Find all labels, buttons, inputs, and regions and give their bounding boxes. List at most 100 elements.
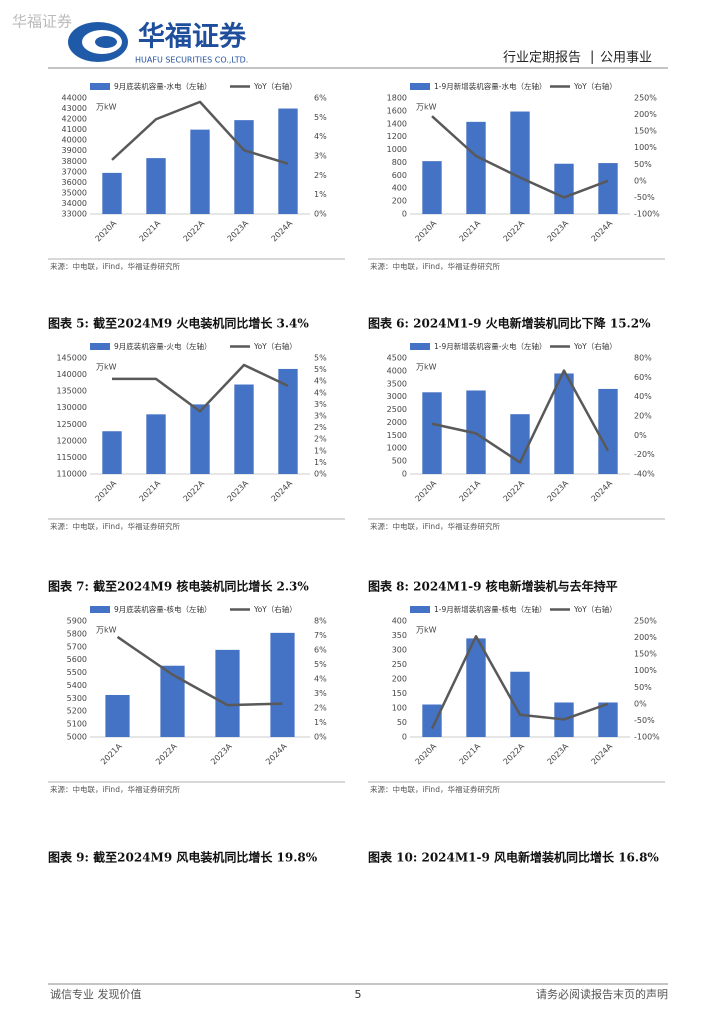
- source-note: 来源：中电联，iFind，华福证券研究所: [370, 784, 500, 794]
- unit-label: 万kW: [96, 103, 117, 112]
- y-tick-label: 115000: [56, 453, 87, 462]
- x-tick-label: 2024A: [590, 218, 615, 243]
- x-tick-label: 2022A: [154, 741, 179, 766]
- y-tick-label: 0: [402, 210, 407, 219]
- legend-swatch: [410, 83, 430, 90]
- bar: [598, 388, 618, 474]
- y-tick-label: 39000: [62, 146, 87, 155]
- y2-tick-label: -20%: [634, 450, 655, 459]
- y2-tick-label: 8%: [314, 617, 327, 626]
- x-tick-label: 2023A: [226, 478, 251, 503]
- sector: 公用事业: [600, 51, 652, 66]
- y-tick-label: 300: [392, 646, 407, 655]
- legend-entry: YoY（右轴）: [573, 604, 617, 614]
- page-number: 5: [355, 988, 362, 1001]
- y-tick-label: 5800: [67, 629, 87, 638]
- y2-tick-label: -100%: [634, 733, 660, 742]
- y2-tick-label: 50%: [634, 683, 652, 692]
- y-tick-label: 130000: [56, 403, 87, 412]
- y-tick-label: 145000: [56, 354, 87, 363]
- y-tick-label: 400: [392, 184, 407, 193]
- y-tick-label: 125000: [56, 420, 87, 429]
- x-tick-label: 2023A: [209, 741, 234, 766]
- legend-swatch: [410, 343, 430, 350]
- y-tick-label: 800: [392, 158, 407, 167]
- x-tick-label: 2024A: [590, 478, 615, 503]
- y-tick-label: 500: [392, 457, 407, 466]
- chart: 5000 5100 5200 5300 5400 5500 5600 5700 5800 5900…: [48, 604, 345, 794]
- y-tick-label: 250: [392, 660, 407, 669]
- watermark: 华福证券: [12, 13, 72, 31]
- y2-tick-label: 1%: [314, 718, 327, 727]
- unit-label: 万kW: [416, 626, 437, 635]
- bar: [234, 120, 254, 214]
- y2-tick-label: 2%: [314, 423, 327, 432]
- bar: [105, 694, 130, 737]
- legend-entry: 9月底装机容量-核电（左轴）: [114, 604, 211, 614]
- y-tick-label: 1600: [387, 106, 407, 115]
- footer-left: 诚信专业 发现价值: [50, 987, 142, 1001]
- logo-subtitle: HUAFU SECURITIES CO.,LTD.: [135, 56, 248, 65]
- y-tick-label: 150: [392, 689, 407, 698]
- figure-caption: 图表 5: 截至2024M9 火电装机同比增长 3.4%: [48, 316, 309, 331]
- y2-tick-label: 200%: [634, 110, 657, 119]
- y-tick-label: 41000: [62, 125, 87, 134]
- bar: [278, 368, 298, 474]
- y2-tick-label: -50%: [634, 716, 655, 725]
- x-tick-label: 2020A: [414, 478, 439, 503]
- y2-tick-label: 0%: [314, 733, 327, 742]
- x-tick-label: 2023A: [546, 478, 571, 503]
- x-tick-label: 2024A: [270, 478, 295, 503]
- y2-tick-label: 5%: [314, 365, 327, 374]
- y-tick-label: 35000: [62, 188, 87, 197]
- y2-tick-label: 5%: [314, 113, 327, 122]
- y-tick-label: 50: [397, 718, 407, 727]
- logo-mark: [68, 22, 128, 62]
- y-tick-label: 135000: [56, 387, 87, 396]
- y2-tick-label: 6%: [314, 646, 327, 655]
- y2-tick-label: 5%: [314, 354, 327, 363]
- bar: [102, 431, 122, 474]
- bar: [422, 161, 442, 214]
- bar: [160, 665, 185, 737]
- line-series: [111, 100, 289, 165]
- y-tick-label: 3500: [387, 379, 407, 388]
- y2-tick-label: 50%: [634, 160, 652, 169]
- figure-caption: 图表 9: 截至2024M9 风电装机同比增长 19.8%: [48, 850, 318, 865]
- y2-tick-label: 0%: [314, 210, 327, 219]
- x-tick-label: 2020A: [414, 218, 439, 243]
- y2-tick-label: 250%: [634, 94, 657, 103]
- x-tick-label: 2020A: [94, 218, 119, 243]
- y-tick-label: 5400: [67, 681, 87, 690]
- y2-tick-label: 1%: [314, 190, 327, 199]
- chart: 110000 115000 120000 125000 130000 135000 1400…: [48, 341, 345, 531]
- footer-right: 请务必阅读报告末页的声明: [536, 987, 668, 1001]
- y-tick-label: 44000: [62, 94, 87, 103]
- y2-tick-label: 250%: [634, 617, 657, 626]
- unit-label: 万kW: [416, 363, 437, 372]
- figure-caption: 图表 6: 2024M1-9 火电新增装机同比下降 15.2%: [368, 316, 651, 331]
- legend-entry: YoY（右轴）: [253, 341, 297, 351]
- y-tick-label: 4000: [387, 366, 407, 375]
- y-tick-label: 0: [402, 733, 407, 742]
- y-tick-label: 4500: [387, 354, 407, 363]
- line-series: [431, 369, 610, 464]
- y2-tick-label: 3%: [314, 400, 327, 409]
- y-tick-label: 5200: [67, 707, 87, 716]
- y2-tick-label: 5%: [314, 660, 327, 669]
- chart: 0 200 400 600 800 1000 1200 1400 1600 1800 -100% -5…: [368, 81, 665, 271]
- x-tick-label: 2024A: [264, 741, 289, 766]
- x-tick-label: 2023A: [546, 218, 571, 243]
- line-series: [112, 363, 289, 413]
- y-tick-label: 0: [402, 470, 407, 479]
- y-tick-label: 5900: [67, 617, 87, 626]
- bar: [146, 414, 166, 474]
- line-series: [431, 115, 609, 199]
- legend-entry: 9月底装机容量-水电（左轴）: [114, 81, 211, 91]
- bar: [466, 638, 486, 737]
- y2-tick-label: 0%: [634, 431, 647, 440]
- y2-tick-label: 4%: [314, 132, 327, 141]
- y2-tick-label: 0%: [314, 470, 327, 479]
- x-tick-label: 2022A: [182, 218, 207, 243]
